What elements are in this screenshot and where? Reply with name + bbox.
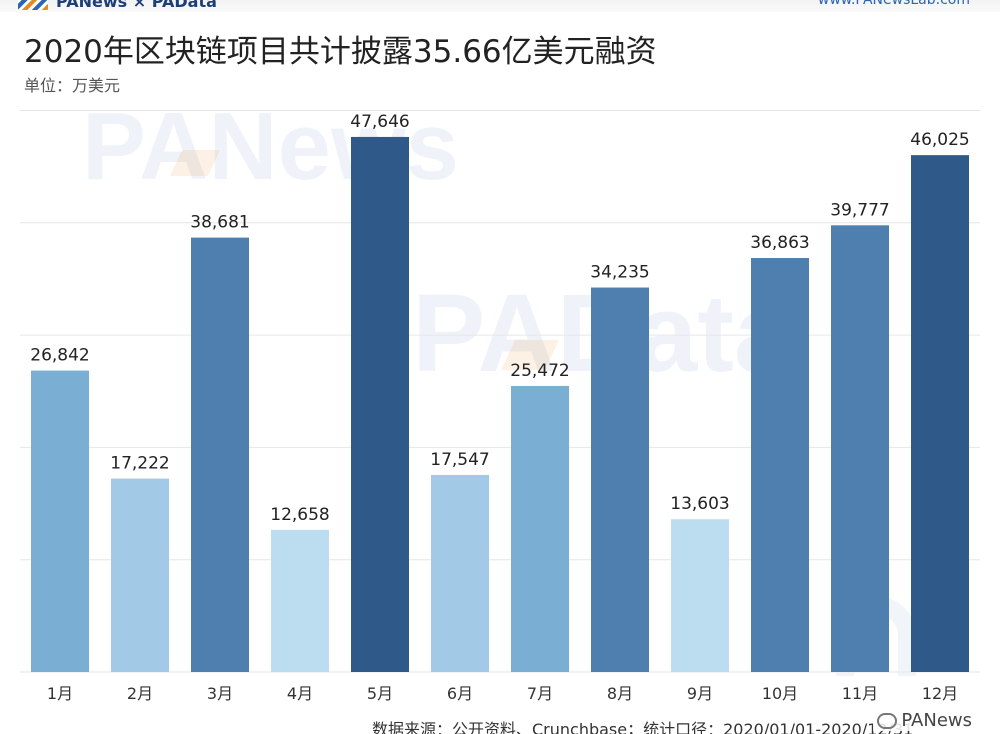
x-tick-label-4: 4月 — [287, 684, 313, 703]
panews-logo-icon — [18, 0, 48, 10]
data-label-7: 25,472 — [510, 361, 569, 381]
top-banner: PANews × PAData www.PANewsLab.com — [0, 0, 1000, 12]
bar-1 — [31, 370, 89, 672]
wechat-icon — [877, 713, 898, 729]
x-tick-label-5: 5月 — [367, 684, 393, 703]
data-label-11: 39,777 — [830, 200, 889, 220]
bar-12 — [911, 155, 969, 672]
bar-7 — [511, 385, 569, 672]
bar-3 — [191, 237, 249, 672]
data-label-3: 38,681 — [190, 213, 249, 233]
bar-10 — [751, 258, 809, 672]
x-tick-label-2: 2月 — [127, 684, 153, 703]
bar-4 — [271, 529, 329, 672]
x-tick-label-6: 6月 — [447, 684, 473, 703]
x-tick-label-9: 9月 — [687, 684, 713, 703]
data-source-note: 数据来源：公开资料、Crunchbase；统计口径：2020/01/01-202… — [372, 720, 914, 734]
data-label-5: 47,646 — [350, 112, 409, 132]
chart-title: 2020年区块链项目共计披露35.66亿美元融资 — [24, 34, 657, 70]
bar-5 — [351, 136, 409, 672]
data-label-8: 34,235 — [590, 263, 649, 283]
banner-website: www.PANewsLab.com — [817, 0, 970, 8]
banner-brand-left: PANews × PAData — [56, 0, 217, 11]
bar-9 — [671, 519, 729, 672]
x-tick-label-8: 8月 — [607, 684, 633, 703]
data-label-2: 17,222 — [110, 454, 169, 474]
data-label-12: 46,025 — [910, 130, 969, 150]
bar-6 — [431, 474, 489, 672]
x-tick-label-11: 11月 — [842, 684, 878, 703]
x-tick-label-12: 12月 — [922, 684, 958, 703]
bar-2 — [111, 478, 169, 672]
x-tick-label-10: 10月 — [762, 684, 798, 703]
unit-label: 单位：万美元 — [24, 76, 121, 95]
x-tick-label-3: 3月 — [207, 684, 233, 703]
footer-brand: PANews — [873, 710, 976, 731]
data-label-6: 17,547 — [430, 450, 489, 470]
bar-11 — [831, 225, 889, 672]
bar-8 — [591, 287, 649, 672]
data-label-9: 13,603 — [670, 494, 729, 514]
footer-brand-label: PANews — [901, 710, 972, 731]
x-tick-label-1: 1月 — [47, 684, 73, 703]
data-label-1: 26,842 — [30, 346, 89, 366]
data-label-10: 36,863 — [750, 233, 809, 253]
x-tick-label-7: 7月 — [527, 684, 553, 703]
data-label-4: 12,658 — [270, 505, 329, 525]
